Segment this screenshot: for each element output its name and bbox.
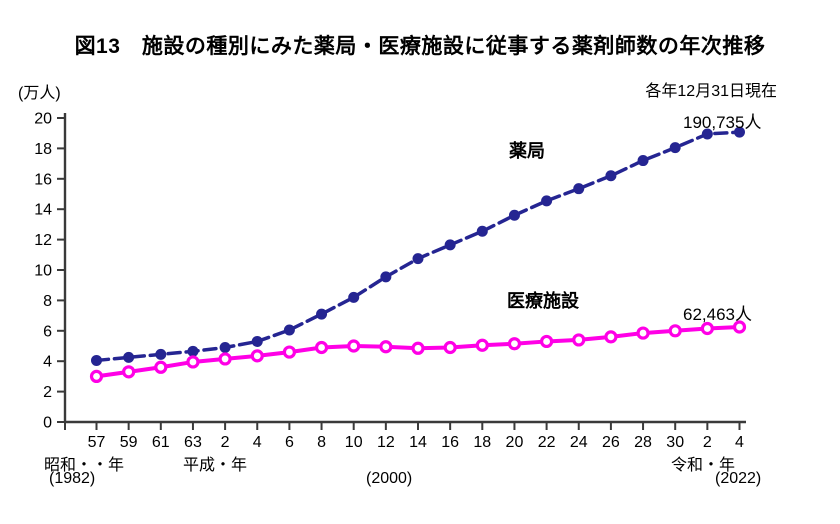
x-tick-label: 4 bbox=[253, 434, 262, 451]
y-tick-label: 0 bbox=[43, 415, 52, 432]
data-point-0 bbox=[316, 308, 328, 320]
data-point-1 bbox=[314, 340, 329, 355]
data-point-1 bbox=[539, 334, 554, 349]
x-tick-label: 61 bbox=[152, 434, 170, 451]
series-label-pharmacy: 薬局 bbox=[509, 141, 545, 161]
y-tick-label: 14 bbox=[34, 202, 52, 219]
data-point-0 bbox=[444, 239, 456, 251]
y-tick-label: 2 bbox=[43, 384, 52, 401]
data-point-0 bbox=[701, 128, 713, 140]
x-tick-label: 14 bbox=[409, 434, 427, 451]
y-tick-label: 18 bbox=[34, 141, 52, 158]
y-tick-label: 20 bbox=[34, 111, 52, 128]
data-point-1 bbox=[668, 324, 682, 338]
y-tick-label: 8 bbox=[43, 293, 52, 310]
series-label-medical: 医療施設 bbox=[507, 291, 579, 311]
data-point-0 bbox=[669, 142, 681, 154]
series-line-0 bbox=[94, 130, 742, 363]
data-point-0 bbox=[637, 155, 649, 167]
y-tick-label: 16 bbox=[34, 171, 52, 188]
data-point-0 bbox=[541, 195, 553, 207]
value-label-medical: 62,463人 bbox=[683, 305, 752, 324]
data-point-0 bbox=[734, 126, 745, 138]
data-point-1 bbox=[572, 333, 586, 347]
y-tick-label: 6 bbox=[43, 323, 52, 340]
value-label-pharmacy: 190,735人 bbox=[683, 113, 762, 132]
data-point-1 bbox=[154, 360, 168, 374]
data-point-1 bbox=[636, 326, 650, 340]
x-tick-label: 18 bbox=[473, 434, 491, 451]
data-point-0 bbox=[123, 351, 135, 363]
x-tick-label: 16 bbox=[441, 434, 459, 451]
x-tick-label: 6 bbox=[285, 434, 294, 451]
x-tick-label: 2 bbox=[221, 434, 230, 451]
data-point-0 bbox=[187, 345, 199, 357]
data-point-0 bbox=[380, 271, 392, 283]
y-axis-unit-label: (万人) bbox=[18, 85, 61, 102]
data-point-0 bbox=[605, 170, 617, 182]
x-tick-label: 28 bbox=[634, 434, 652, 451]
date-note: 各年12月31日現在 bbox=[645, 83, 777, 100]
x-tick-label: 12 bbox=[377, 434, 395, 451]
data-point-1 bbox=[700, 321, 714, 336]
x-tick-label: 20 bbox=[506, 434, 524, 451]
data-point-0 bbox=[155, 348, 167, 360]
data-point-1 bbox=[282, 345, 296, 359]
era-label-showa: 昭和・・年 bbox=[44, 457, 125, 474]
data-point-1 bbox=[411, 341, 425, 355]
era-label-reiwa: 令和・年 bbox=[671, 457, 736, 474]
x-tick-label: 4 bbox=[735, 434, 744, 451]
data-point-0 bbox=[219, 342, 231, 354]
era-label-heisei: 平成・年 bbox=[183, 457, 248, 474]
data-point-0 bbox=[251, 335, 263, 347]
data-point-1 bbox=[250, 349, 264, 363]
y-tick-label: 10 bbox=[34, 263, 52, 280]
era-start-year: (1982) bbox=[49, 470, 96, 487]
x-tick-label: 63 bbox=[184, 434, 202, 451]
x-tick-label: 22 bbox=[538, 434, 556, 451]
x-tick-label: 8 bbox=[317, 434, 326, 451]
data-point-1 bbox=[89, 369, 104, 383]
data-point-0 bbox=[283, 324, 295, 336]
data-point-1 bbox=[443, 340, 457, 355]
data-point-1 bbox=[379, 340, 393, 354]
data-point-0 bbox=[91, 354, 102, 366]
era-mid-year: (2000) bbox=[366, 470, 413, 487]
data-point-1 bbox=[475, 338, 489, 352]
data-point-0 bbox=[508, 209, 520, 221]
data-point-1 bbox=[347, 339, 361, 353]
x-tick-label: 59 bbox=[120, 434, 138, 451]
data-point-1 bbox=[604, 330, 618, 344]
chart-title: 図13 施設の種別にみた薬局・医療施設に従事する薬剤師数の年次推移 bbox=[74, 35, 766, 58]
data-point-1 bbox=[186, 355, 200, 369]
x-tick-label: 57 bbox=[88, 434, 106, 451]
data-point-0 bbox=[476, 225, 488, 237]
x-tick-label: 26 bbox=[602, 434, 620, 451]
data-point-1 bbox=[122, 365, 136, 379]
data-point-0 bbox=[573, 183, 585, 195]
data-point-1 bbox=[218, 352, 232, 366]
x-tick-label: 24 bbox=[570, 434, 588, 451]
era-end-year: (2022) bbox=[715, 470, 762, 487]
data-point-1 bbox=[507, 337, 522, 351]
data-point-0 bbox=[412, 253, 424, 265]
y-tick-label: 12 bbox=[34, 232, 52, 249]
data-point-0 bbox=[348, 291, 360, 303]
y-tick-label: 4 bbox=[43, 354, 52, 371]
x-tick-label: 10 bbox=[345, 434, 363, 451]
data-point-1 bbox=[732, 320, 747, 334]
x-tick-label: 2 bbox=[703, 434, 712, 451]
x-tick-label: 30 bbox=[666, 434, 684, 451]
